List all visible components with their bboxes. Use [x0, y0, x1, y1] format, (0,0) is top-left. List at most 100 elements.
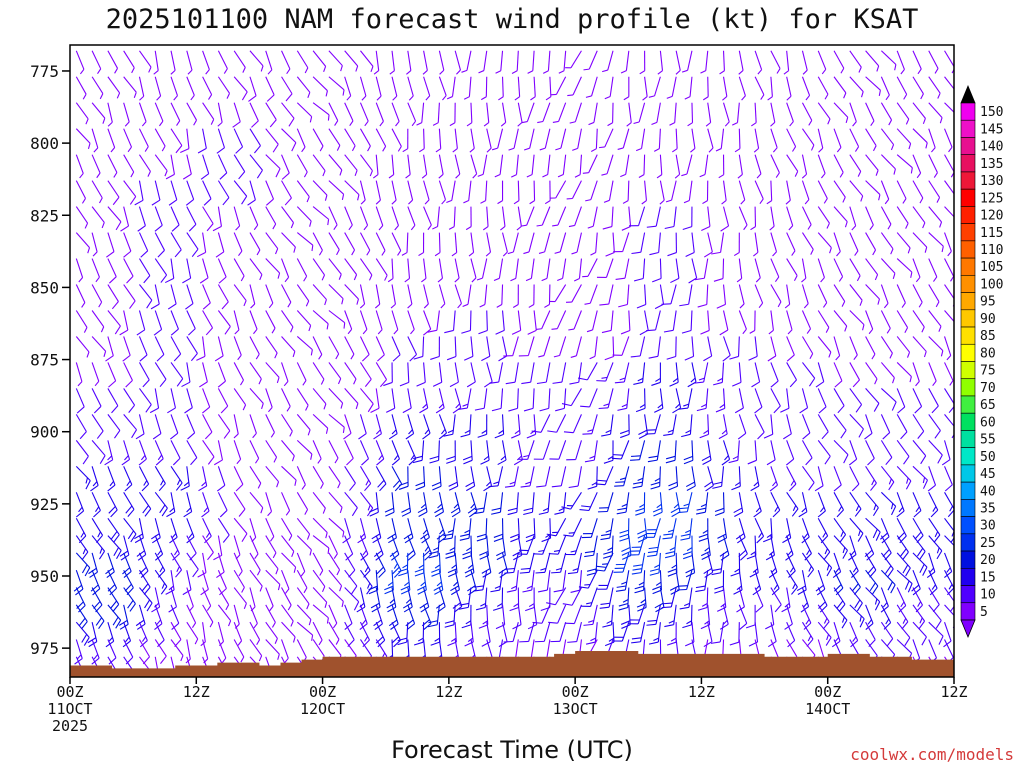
wind-barb: [445, 535, 456, 559]
wind-barb: [944, 232, 952, 257]
wind-barb: [849, 232, 859, 256]
wind-barb: [719, 535, 730, 561]
wind-barb: [534, 622, 551, 643]
wind-barb: [652, 258, 662, 283]
wind-barb: [369, 492, 379, 517]
wind-barb: [635, 388, 646, 413]
wind-barb: [233, 440, 242, 465]
wind-barb: [604, 76, 614, 100]
wind-barb: [405, 154, 411, 179]
colorbar-cell: [960, 257, 976, 276]
wind-barb: [849, 552, 859, 578]
wind-barb: [912, 621, 927, 646]
wind-barb: [214, 336, 224, 362]
wind-barb: [121, 440, 131, 466]
wind-barb: [833, 180, 846, 203]
wind-barb: [654, 284, 665, 310]
wind-barb: [597, 570, 614, 590]
wind-barb: [833, 154, 844, 178]
wind-barb: [880, 569, 896, 594]
wind-barb: [639, 50, 646, 75]
wind-barb: [202, 518, 212, 544]
wind-barb: [91, 440, 106, 464]
wind-barb: [896, 552, 911, 577]
wind-barb: [296, 128, 306, 153]
wind-barb: [769, 466, 779, 492]
wind-barb: [621, 535, 632, 560]
wind-barb: [538, 492, 551, 515]
wind-barb: [281, 388, 291, 412]
colorbar-label: 105: [980, 260, 1003, 275]
wind-barb: [734, 388, 744, 414]
wind-barb: [912, 76, 924, 100]
wind-barb: [511, 310, 522, 335]
wind-barb: [454, 50, 461, 75]
wind-barb: [421, 154, 428, 179]
wind-barb: [373, 414, 382, 440]
wind-barb: [249, 621, 261, 646]
wind-barb: [344, 128, 356, 152]
wind-barb: [620, 154, 630, 178]
wind-barb: [397, 622, 409, 646]
wind-barb: [217, 310, 231, 335]
colorbar-label: 135: [980, 157, 1003, 172]
wind-barb: [646, 604, 661, 626]
wind-barb: [661, 587, 677, 609]
colorbar-label: 150: [980, 105, 1003, 120]
colorbar-cell: [960, 154, 976, 173]
colorbar-label: 70: [980, 381, 996, 396]
wind-barb: [391, 102, 400, 127]
wind-barb: [879, 518, 890, 544]
wind-barb: [154, 154, 168, 177]
wind-barb: [943, 621, 952, 648]
x-tick-label: 00Z: [309, 683, 336, 701]
wind-barb: [138, 232, 149, 258]
wind-barb: [265, 206, 277, 230]
wind-barb: [601, 414, 614, 437]
wind-barb: [718, 414, 728, 440]
wind-barb: [202, 76, 213, 100]
wind-barb: [359, 362, 372, 387]
wind-barb: [565, 50, 582, 69]
wind-barb: [265, 284, 274, 309]
wind-barb: [633, 258, 646, 282]
wind-barb: [217, 180, 230, 206]
wind-barb: [664, 206, 677, 230]
wind-barb: [75, 180, 86, 204]
wind-barb: [344, 180, 360, 201]
wind-barb: [197, 552, 207, 578]
wind-barb: [629, 535, 646, 556]
wind-barb: [677, 492, 693, 514]
wind-barb: [645, 414, 661, 435]
y-tick-label: 875: [30, 351, 59, 370]
wind-barb: [849, 362, 861, 388]
wind-barb: [202, 284, 211, 310]
wind-barb: [415, 466, 426, 491]
wind-barb: [217, 50, 228, 74]
wind-barb: [265, 102, 277, 128]
wind-barb: [561, 388, 582, 407]
wind-barb: [200, 622, 206, 647]
wind-barb: [375, 336, 385, 362]
wind-barb: [754, 518, 765, 544]
wind-barb: [186, 440, 198, 466]
wind-barb: [164, 258, 175, 284]
wind-barb: [802, 466, 815, 491]
wind-barb: [944, 517, 954, 543]
wind-barb: [296, 50, 309, 74]
wind-barb: [880, 310, 891, 334]
wind-barb: [568, 310, 582, 331]
wind-barb: [694, 362, 709, 384]
wind-barb: [450, 492, 461, 518]
wind-barb: [87, 622, 98, 648]
wind-barb: [721, 180, 727, 205]
wind-barb: [328, 154, 343, 176]
wind-barb: [281, 465, 297, 486]
wind-barb: [454, 258, 460, 283]
wind-barb: [358, 414, 367, 440]
wind-barb: [849, 414, 864, 438]
wind-barb: [750, 206, 757, 231]
credit-link[interactable]: coolwx.com/models: [850, 745, 1014, 764]
wind-barb: [296, 388, 309, 411]
wind-barb: [90, 466, 99, 492]
